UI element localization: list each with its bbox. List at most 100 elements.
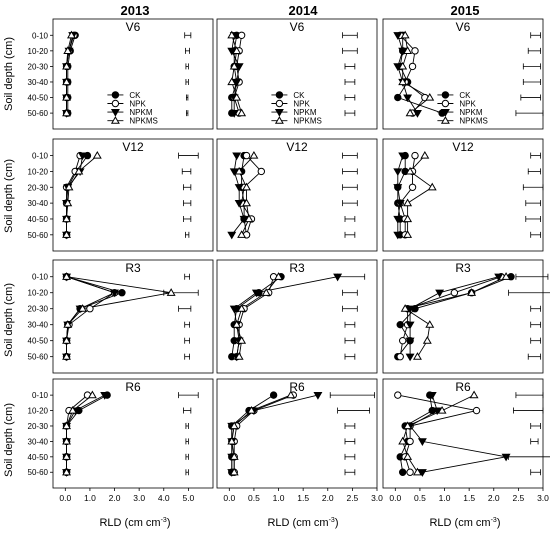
point-NPKM-R6-2014-0 bbox=[313, 392, 323, 400]
y-axis-label-row-3: Soil depth (cm) bbox=[3, 283, 15, 357]
y-tick-label-V6-2013-4: 40-50 bbox=[28, 94, 49, 103]
x-tick-label-R6-2013-5: 5.0 bbox=[182, 493, 194, 503]
point-NPKMS-R6-2014-5 bbox=[229, 467, 239, 476]
y-tick-label-V6-2013-1: 10-20 bbox=[28, 47, 49, 56]
point-NPKM-V6-2014-2 bbox=[234, 63, 244, 72]
point-NPKMS-R3-2015-3 bbox=[425, 320, 435, 328]
point-NPKMS-V6-2014-2 bbox=[229, 61, 239, 70]
point-NPKMS-R3-2015-4 bbox=[422, 336, 432, 344]
point-NPKMS-R6-2014-2 bbox=[229, 421, 239, 430]
point-NPKMS-V12-2015-0 bbox=[420, 150, 430, 159]
y-tick-label-V6-2013-3: 30-40 bbox=[28, 78, 49, 87]
point-NPK-V6-2015-1 bbox=[411, 47, 419, 55]
series-line-NPKMS-V12-2013 bbox=[66, 155, 98, 235]
x-axis-label-2014: RLD (cm cm-3) bbox=[267, 517, 338, 529]
point-NPKMS-V6-2013-1 bbox=[63, 46, 73, 54]
series-line-NPKM-R6-2014 bbox=[231, 394, 319, 473]
point-NPKMS-R6-2015-0 bbox=[469, 390, 479, 399]
y-tick-label-R3-2013-0: 0-10 bbox=[32, 273, 49, 282]
point-NPKM-V12-2015-5 bbox=[393, 231, 403, 240]
point-NPK-R3-2015-5 bbox=[396, 352, 404, 361]
x-tick-label-R6-2015-4: 2.0 bbox=[488, 493, 500, 503]
legend-marker-NPK-V6-2014 bbox=[275, 99, 284, 108]
x-axis-label-2013: RLD (cm cm-3) bbox=[99, 517, 170, 529]
y-axis-label-row-2: Soil depth (cm) bbox=[3, 159, 15, 233]
point-NPKM-R3-2015-3 bbox=[405, 321, 415, 330]
x-tick-label-R6-2015-3: 1.5 bbox=[463, 493, 475, 503]
point-CK-R6-2015-5 bbox=[398, 468, 407, 476]
point-NPKMS-V6-2015-3 bbox=[398, 77, 408, 86]
panel-stage-label-V12-2013: V12 bbox=[122, 140, 144, 154]
point-NPK-V12-2014-1 bbox=[257, 167, 266, 176]
point-NPKMS-V6-2014-4 bbox=[232, 92, 242, 101]
series-line-NPK-R3-2014 bbox=[236, 276, 275, 357]
point-NPKM-V12-2014-3 bbox=[234, 200, 244, 208]
point-NPKM-R3-2013-1 bbox=[110, 289, 120, 298]
point-NPKM-R6-2015-3 bbox=[417, 438, 427, 446]
series-line-NPKMS-R6-2014 bbox=[231, 394, 291, 473]
point-NPKM-V12-2015-4 bbox=[393, 215, 403, 224]
point-NPKM-V6-2015-1 bbox=[398, 47, 408, 56]
panel-stage-label-R3-2013: R3 bbox=[125, 261, 141, 275]
y-tick-label-R6-2013-4: 40-50 bbox=[28, 453, 49, 462]
point-NPK-V6-2014-0 bbox=[237, 31, 246, 39]
legend-label-CK-V6-2014: CK bbox=[293, 91, 305, 100]
x-tick-label-R6-2014-3: 1.5 bbox=[297, 493, 309, 503]
series-line-NPKMS-R6-2015 bbox=[402, 394, 475, 473]
panel-stage-label-V12-2015: V12 bbox=[452, 140, 474, 154]
panel-frame-R3-2013 bbox=[52, 259, 214, 374]
x-tick-label-R6-2013-4: 4.0 bbox=[158, 493, 170, 503]
series-line-NPK-R3-2015 bbox=[399, 276, 502, 357]
x-tick-label-R6-2014-4: 2.0 bbox=[322, 493, 334, 503]
point-NPKM-R6-2013-0 bbox=[100, 392, 110, 400]
x-tick-label-R6-2015-0: 0.0 bbox=[389, 493, 401, 503]
point-NPKMS-V12-2013-3 bbox=[63, 198, 73, 207]
x-axis-label-2015: RLD (cm cm-3) bbox=[429, 517, 500, 529]
series-line-NPKMS-V6-2015 bbox=[402, 35, 431, 114]
y-axis-label-row-4: Soil depth (cm) bbox=[3, 403, 15, 477]
point-NPKM-V12-2014-5 bbox=[227, 231, 237, 240]
point-NPKM-R6-2015-5 bbox=[417, 469, 427, 477]
panel-stage-label-R6-2013: R6 bbox=[125, 380, 141, 394]
point-NPK-V12-2015-0 bbox=[411, 151, 419, 160]
series-line-NPKMS-V6-2013 bbox=[66, 35, 72, 114]
point-NPKMS-V6-2014-1 bbox=[232, 46, 242, 54]
panel-frame-R6-2015 bbox=[382, 378, 544, 489]
point-NPKMS-V12-2013-2 bbox=[64, 182, 74, 191]
point-NPKMS-R3-2014-1 bbox=[261, 288, 271, 296]
point-NPKMS-V12-2015-1 bbox=[405, 166, 415, 175]
point-NPKMS-V6-2013-5 bbox=[62, 108, 72, 117]
point-NPKMS-R3-2013-2 bbox=[78, 304, 88, 312]
y-tick-label-V12-2013-1: 10-20 bbox=[28, 167, 49, 176]
point-NPKM-V12-2014-0 bbox=[232, 152, 242, 161]
legend-label-NPKM-V6-2014: NPKM bbox=[293, 108, 316, 117]
point-NPKM-V6-2014-1 bbox=[227, 47, 237, 56]
point-NPKMS-V6-2015-4 bbox=[425, 92, 435, 101]
legend-marker-NPKMS-V6-2014 bbox=[274, 116, 284, 124]
legend-label-NPK-V6-2013: NPK bbox=[129, 100, 146, 109]
series-line-NPKMS-R6-2013 bbox=[66, 394, 93, 473]
point-NPKM-R3-2014-1 bbox=[251, 289, 261, 298]
y-tick-label-R3-2013-1: 10-20 bbox=[28, 289, 49, 298]
y-tick-label-R3-2013-3: 30-40 bbox=[28, 321, 49, 330]
point-NPKMS-R6-2015-3 bbox=[398, 436, 408, 445]
point-NPKMS-V6-2015-2 bbox=[398, 61, 408, 70]
point-NPKMS-R3-2014-5 bbox=[234, 352, 244, 360]
point-NPKM-V12-2015-0 bbox=[398, 152, 408, 161]
point-NPKM-R3-2014-2 bbox=[229, 305, 239, 314]
panel-stage-label-R3-2015: R3 bbox=[455, 261, 471, 275]
y-tick-label-R3-2013-4: 40-50 bbox=[28, 337, 49, 346]
point-NPKMS-V6-2013-0 bbox=[66, 30, 76, 39]
point-NPKM-V12-2015-2 bbox=[393, 184, 403, 192]
point-NPKM-R3-2014-0 bbox=[333, 273, 343, 282]
point-NPKM-V12-2015-3 bbox=[395, 200, 405, 208]
point-CK-R6-2014-0 bbox=[269, 391, 278, 399]
legend-label-CK-V6-2013: CK bbox=[129, 91, 141, 100]
point-NPKM-V6-2014-5 bbox=[229, 110, 239, 118]
legend-label-NPKMS-V6-2014: NPKMS bbox=[293, 117, 321, 126]
y-tick-label-R6-2013-3: 30-40 bbox=[28, 437, 49, 446]
point-NPKMS-R3-2013-5 bbox=[62, 352, 72, 360]
point-NPKMS-V12-2015-2 bbox=[427, 182, 437, 191]
point-NPKM-R6-2015-1 bbox=[432, 407, 442, 416]
